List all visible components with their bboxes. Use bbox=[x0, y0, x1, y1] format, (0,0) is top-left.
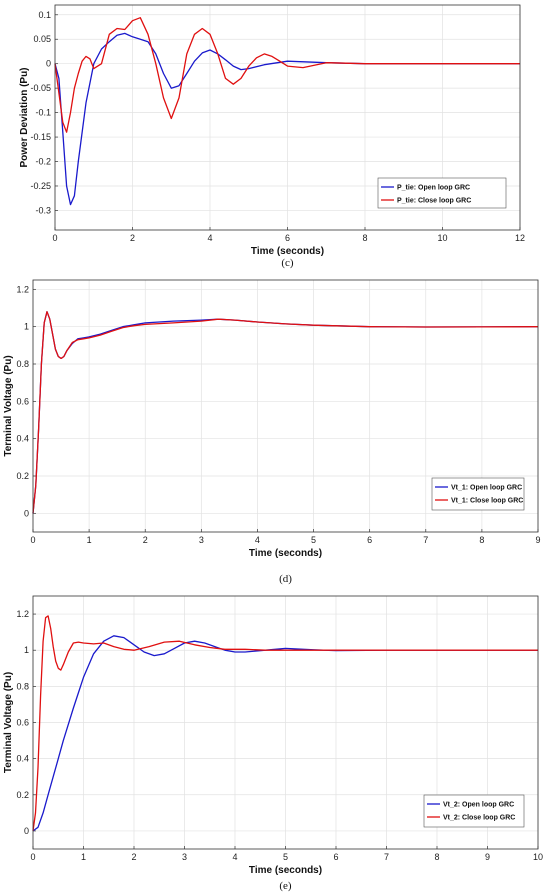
y-axis-label: Terminal Voltage (Pu) bbox=[3, 355, 14, 456]
x-tick-label: 8 bbox=[362, 233, 367, 243]
x-tick-label: 10 bbox=[533, 852, 543, 862]
panel-c: 0 2 4 6 8 10 12 0.1 0.05 0 -0.05 -0.1 -0.15 -0.2 -0.25… bbox=[19, 4, 525, 269]
legend-entry: P_tie: Open loop GRC bbox=[397, 185, 470, 192]
plot-border bbox=[54, 4, 521, 231]
panel-d: 0 1 2 3 4 5 6 7 8 9 1.2 1 0.8 0.6 0.4 0.2 0 Time (seconds… bbox=[3, 279, 541, 585]
x-tick-label: 7 bbox=[384, 852, 389, 862]
series-line-open-loop bbox=[32, 635, 538, 832]
y-tick-label: 1 bbox=[24, 322, 29, 332]
x-tick-label: 1 bbox=[87, 535, 92, 545]
y-tick-label: 1.2 bbox=[16, 609, 29, 619]
y-tick-label: 0.2 bbox=[16, 790, 29, 800]
y-tick-label: 0.1 bbox=[38, 10, 51, 20]
x-tick-label: 12 bbox=[515, 233, 525, 243]
y-tick-label: 0.4 bbox=[16, 434, 29, 444]
plot-border bbox=[32, 279, 539, 533]
x-tick-label: 0 bbox=[30, 535, 35, 545]
y-tick-label: 0.4 bbox=[16, 754, 29, 764]
legend-box bbox=[423, 794, 525, 828]
legend-entry: Vt_2: Open loop GRC bbox=[443, 802, 514, 809]
legend-box bbox=[431, 477, 525, 511]
y-tick-label: -0.3 bbox=[35, 205, 51, 215]
y-tick-label: -0.25 bbox=[30, 181, 51, 191]
series-line-close-loop bbox=[54, 17, 520, 133]
x-tick-label: 5 bbox=[283, 852, 288, 862]
y-axis-label: Power Deviation (Pu) bbox=[19, 67, 30, 167]
y-tick-label: 0.8 bbox=[16, 681, 29, 691]
x-tick-label: 4 bbox=[207, 233, 212, 243]
x-axis-label: Time (seconds) bbox=[251, 246, 324, 257]
series-line-open-loop bbox=[54, 32, 520, 206]
y-tick-label: 0.6 bbox=[16, 396, 29, 406]
x-tick-label: 10 bbox=[437, 233, 447, 243]
x-tick-label: 8 bbox=[479, 535, 484, 545]
x-tick-label: 8 bbox=[434, 852, 439, 862]
y-tick-label: 1 bbox=[24, 645, 29, 655]
y-tick-label: 1.2 bbox=[16, 284, 29, 294]
legend-entry: Vt_1: Open loop GRC bbox=[451, 485, 522, 492]
panel-e: 0 1 2 3 4 5 6 7 8 9 10 1.2 1 0.8 0.6 0.4 0.2 0 Time (secon… bbox=[3, 595, 543, 892]
plot-border bbox=[32, 595, 539, 850]
x-tick-label: 6 bbox=[333, 852, 338, 862]
x-tick-label: 5 bbox=[311, 535, 316, 545]
x-tick-label: 6 bbox=[285, 233, 290, 243]
y-tick-label: -0.2 bbox=[35, 157, 51, 167]
x-tick-label: 1 bbox=[81, 852, 86, 862]
x-tick-label: 9 bbox=[485, 852, 490, 862]
x-tick-label: 3 bbox=[182, 852, 187, 862]
y-tick-label: 0 bbox=[46, 59, 51, 69]
y-tick-label: 0.05 bbox=[33, 34, 51, 44]
x-tick-label: 7 bbox=[423, 535, 428, 545]
y-tick-label: 0 bbox=[24, 826, 29, 836]
x-tick-label: 0 bbox=[52, 233, 57, 243]
legend-entry: P_tie: Close loop GRC bbox=[397, 198, 471, 205]
series-line-close-loop bbox=[32, 311, 539, 514]
y-axis-label: Terminal Voltage (Pu) bbox=[3, 672, 14, 773]
y-tick-label: 0.2 bbox=[16, 471, 29, 481]
legend-box bbox=[377, 177, 507, 209]
y-tick-label: -0.05 bbox=[30, 83, 51, 93]
y-tick-label: 0 bbox=[24, 508, 29, 518]
x-tick-label: 9 bbox=[535, 535, 540, 545]
x-tick-label: 2 bbox=[130, 233, 135, 243]
y-tick-label: -0.1 bbox=[35, 108, 51, 118]
series-line-close-loop bbox=[32, 615, 538, 831]
x-tick-label: 2 bbox=[143, 535, 148, 545]
x-tick-label: 4 bbox=[232, 852, 237, 862]
panel-caption: (c) bbox=[281, 257, 294, 269]
panel-caption: (e) bbox=[279, 880, 292, 892]
y-tick-label: 0.6 bbox=[16, 718, 29, 728]
x-tick-label: 4 bbox=[255, 535, 260, 545]
y-tick-label: -0.15 bbox=[30, 132, 51, 142]
x-axis-label: Time (seconds) bbox=[249, 865, 322, 876]
panel-caption: (d) bbox=[279, 573, 292, 585]
x-tick-label: 2 bbox=[131, 852, 136, 862]
y-tick-label: 0.8 bbox=[16, 359, 29, 369]
x-tick-label: 3 bbox=[199, 535, 204, 545]
x-tick-label: 6 bbox=[367, 535, 372, 545]
legend-entry: Vt_1: Close loop GRC bbox=[451, 498, 523, 505]
x-tick-label: 0 bbox=[30, 852, 35, 862]
x-axis-label: Time (seconds) bbox=[249, 548, 322, 559]
legend-entry: Vt_2: Close loop GRC bbox=[443, 815, 515, 822]
